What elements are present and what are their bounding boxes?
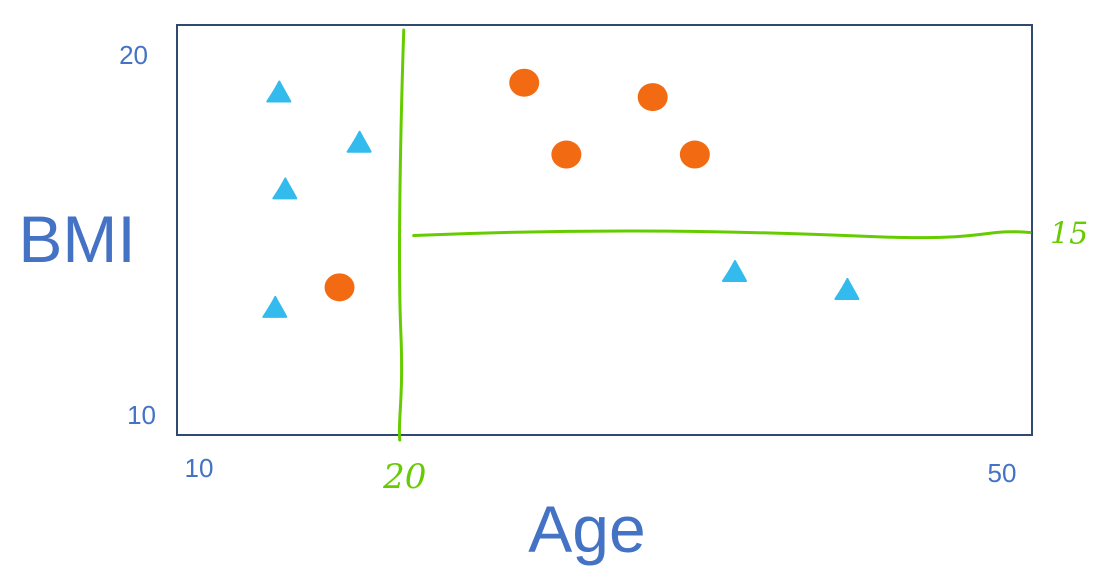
circle-point-3 (551, 140, 582, 169)
plot-frame (176, 24, 1033, 436)
y-axis-title: BMI (18, 202, 135, 276)
triangle-point-2 (346, 130, 372, 153)
circle-point-1 (324, 273, 355, 302)
data-points-layer (262, 68, 860, 318)
triangle-point-6 (834, 277, 860, 300)
triangle-point-1 (266, 80, 292, 103)
x-tick-right: 50 (988, 458, 1017, 488)
circle-point-4 (637, 83, 668, 112)
y-tick-top: 20 (119, 40, 148, 70)
vertical-split-line (397, 28, 406, 442)
x-tick-left: 10 (185, 453, 214, 483)
circle-point-2 (509, 68, 540, 97)
triangle-point-4 (262, 295, 288, 318)
x-axis-title: Age (528, 492, 645, 566)
horizontal-split-line (412, 229, 1032, 240)
triangle-point-3 (272, 177, 298, 200)
triangle-point-5 (722, 259, 748, 282)
y-tick-bottom: 10 (127, 400, 156, 430)
horizontal-split-label: 15 (1050, 217, 1088, 252)
vertical-split-label: 20 (382, 457, 426, 497)
circle-point-5 (679, 140, 710, 169)
